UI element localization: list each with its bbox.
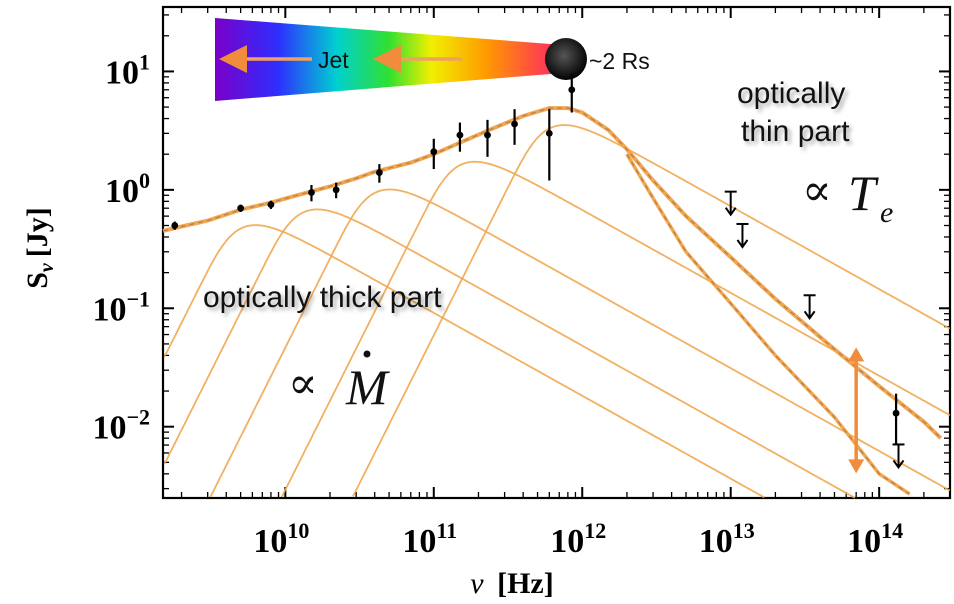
- x-tick-base: 10: [402, 523, 436, 560]
- thin-symbol: T: [848, 165, 879, 221]
- x-axis-unit: [Hz]: [497, 567, 554, 600]
- minor-ticks: [163, 7, 951, 498]
- y-tick-label: 101: [105, 49, 150, 91]
- y-tick-label: 10−1: [92, 286, 150, 328]
- component-curve-5: [352, 124, 951, 497]
- y-tick-base: 10: [105, 54, 139, 91]
- data-point: [430, 148, 438, 156]
- rs-label: ~2 Rs: [589, 48, 650, 74]
- y-axis-title: Sν [Jy]: [21, 207, 58, 289]
- thick-label-shadow: optically thick part: [206, 284, 445, 317]
- thin-part-annotation: optically optically thin part thin part …: [737, 77, 893, 229]
- thin-subscript: e: [880, 196, 893, 229]
- temperature-arrow: [848, 347, 865, 474]
- data-point: [484, 131, 491, 139]
- data-point: [892, 409, 900, 417]
- y-axis-symbol: S: [21, 272, 54, 289]
- arrow-head-down: [848, 459, 865, 474]
- upper-limits: [724, 190, 905, 470]
- y-axis-unit: [Jy]: [21, 207, 54, 257]
- y-tick-base: 10: [92, 410, 126, 447]
- plot-frame: [161, 5, 952, 500]
- x-tick-exponent: 13: [733, 518, 755, 543]
- thick-label: optically thick part: [203, 281, 442, 314]
- upper-limit-head: [803, 310, 816, 320]
- x-tick-label: 1014: [847, 518, 903, 560]
- data-point: [375, 169, 383, 176]
- data-point: [332, 186, 340, 194]
- y-tick-base: 10: [105, 173, 139, 210]
- thin-line1: optically: [737, 77, 845, 110]
- thick-propto: ∝: [288, 359, 318, 408]
- data-points: [171, 74, 900, 446]
- thick-symbol: M: [345, 359, 390, 415]
- x-tick-base: 10: [253, 523, 287, 560]
- x-tick-exponent: 14: [881, 518, 903, 543]
- x-tick-exponent: 10: [287, 518, 309, 543]
- upper-limit-head: [724, 207, 737, 217]
- data-point: [511, 120, 518, 128]
- thick-part-annotation: optically thick part optically thick par…: [203, 281, 445, 415]
- component-curve-1: [163, 224, 765, 499]
- y-tick-label: 100: [105, 168, 150, 210]
- thin-propto: ∝: [802, 166, 832, 215]
- data-point: [237, 204, 245, 212]
- x-tick-exponent: 11: [436, 518, 457, 543]
- x-tick-exponent: 12: [584, 518, 606, 543]
- data-point: [456, 131, 464, 139]
- y-tick-exponent: 0: [139, 168, 150, 193]
- total-fit-dash: [162, 107, 942, 439]
- total-fit-curves: [162, 106, 943, 496]
- y-tick-exponent: −2: [126, 405, 150, 430]
- x-tick-base: 10: [550, 523, 584, 560]
- data-point: [267, 201, 275, 209]
- thin-line1-shadow: optically: [740, 80, 848, 113]
- x-tick-label: 1013: [699, 518, 755, 560]
- black-hole-icon: [545, 38, 587, 80]
- mdot-dot: [363, 350, 371, 358]
- jet-label: Jet: [318, 47, 349, 73]
- y-tick-exponent: 1: [139, 49, 150, 74]
- thin-variant-fit-dash: [626, 153, 910, 495]
- data-point: [568, 86, 576, 94]
- y-axis-subscript: ν: [36, 262, 58, 272]
- data-point: [171, 222, 179, 229]
- jet-illustration: Jet ~2 Rs: [215, 18, 650, 101]
- data-point: [308, 189, 315, 196]
- total-fit-line: [162, 106, 943, 440]
- x-axis-title: ν [Hz]: [470, 567, 553, 600]
- x-axis-symbol: ν: [470, 567, 484, 600]
- arrow-head-up: [848, 347, 865, 362]
- data-point: [545, 129, 553, 137]
- upper-limit-head: [736, 239, 749, 249]
- y-tick-label: 10−2: [92, 405, 150, 447]
- upper-limit-head: [892, 459, 905, 470]
- x-tick-base: 10: [847, 523, 881, 560]
- component-curve-3: [209, 188, 951, 498]
- y-tick-base: 10: [92, 291, 126, 328]
- x-tick-label: 1011: [402, 518, 457, 560]
- thin-line2-shadow: thin part: [744, 118, 853, 151]
- thin-line2: thin part: [741, 115, 850, 148]
- major-ticks: [163, 7, 950, 498]
- x-tick-label: 1010: [253, 518, 309, 560]
- y-tick-exponent: −1: [126, 286, 150, 311]
- x-tick-labels: 1010 1011 1012 1013 1014: [253, 518, 903, 560]
- component-curve-2: [163, 208, 856, 499]
- x-tick-base: 10: [699, 523, 733, 560]
- x-tick-label: 1012: [550, 518, 606, 560]
